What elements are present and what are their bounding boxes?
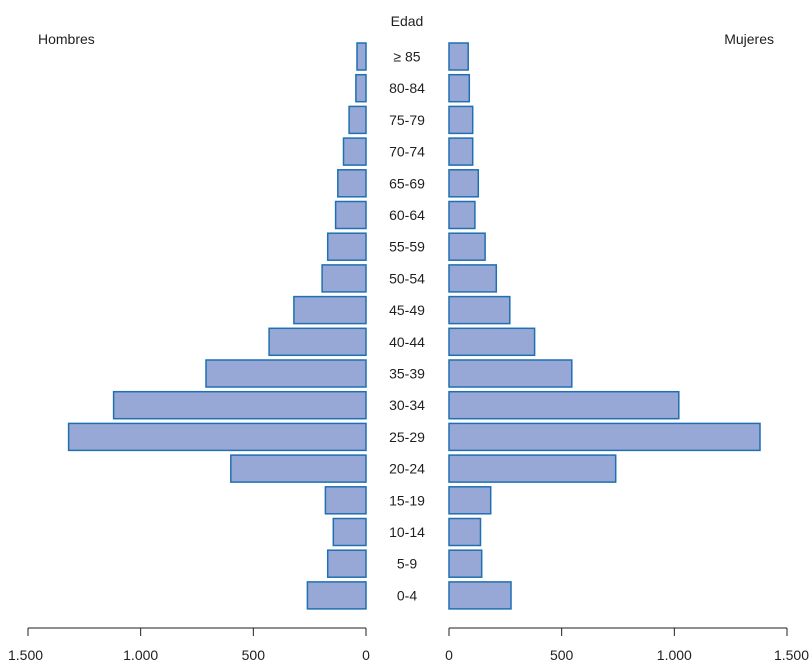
x-tick-label: 0 [362, 647, 370, 663]
bar-mujeres [448, 169, 480, 198]
bar-hombres [326, 232, 367, 261]
bar-mujeres [448, 486, 492, 515]
age-group-label: 25-29 [389, 429, 425, 445]
age-group-label: 50-54 [389, 270, 425, 286]
age-group-label: 40-44 [389, 334, 425, 350]
age-group-label: 75-79 [389, 112, 425, 128]
x-tick-label: 1.000 [123, 647, 158, 663]
bar-mujeres [448, 105, 474, 135]
age-group-label: 5-9 [397, 556, 417, 572]
bar-hombres [326, 549, 367, 578]
bar-mujeres [448, 295, 511, 325]
age-group-label: 10-14 [389, 524, 425, 540]
bar-hombres [334, 200, 367, 230]
age-group-label: 0-4 [397, 587, 417, 603]
bar-mujeres [448, 581, 512, 610]
bar-mujeres [448, 422, 761, 452]
bar-hombres [67, 422, 367, 452]
bar-hombres [356, 42, 367, 71]
x-tick-label: 1.500 [8, 647, 43, 663]
bar-hombres [112, 390, 367, 420]
bar-hombres [230, 454, 367, 483]
age-group-label: 15-19 [389, 492, 425, 508]
age-group-label: 20-24 [389, 461, 425, 477]
age-group-label: 45-49 [389, 302, 425, 318]
bar-mujeres [448, 200, 476, 230]
age-group-label: 55-59 [389, 239, 425, 255]
bar-mujeres [448, 137, 474, 166]
bar-hombres [342, 137, 367, 166]
bar-hombres [324, 486, 367, 515]
bar-mujeres [448, 549, 483, 578]
x-tick-label: 500 [550, 647, 574, 663]
bar-mujeres [448, 390, 680, 420]
bar-mujeres [448, 232, 486, 261]
bar-mujeres [448, 42, 469, 71]
age-group-label: 60-64 [389, 207, 425, 223]
center-axis-title: Edad [391, 13, 424, 29]
age-group-label: 65-69 [389, 175, 425, 191]
bar-mujeres [448, 264, 498, 293]
age-group-label: 80-84 [389, 80, 425, 96]
age-group-label: 35-39 [389, 366, 425, 382]
right-group-title: Mujeres [724, 31, 774, 47]
bar-hombres [205, 359, 367, 388]
x-tick-label: 1.000 [657, 647, 692, 663]
x-tick-label: 1.500 [774, 647, 809, 663]
x-tick-label: 0 [445, 647, 453, 663]
left-group-title: Hombres [38, 31, 95, 47]
bar-mujeres [448, 517, 482, 547]
bar-mujeres [448, 73, 471, 103]
bar-hombres [348, 105, 367, 135]
bar-hombres [321, 264, 367, 293]
bar-mujeres [448, 327, 536, 357]
bar-hombres [332, 517, 367, 547]
age-group-label: 70-74 [389, 144, 425, 160]
bar-hombres [355, 73, 367, 103]
age-group-label: ≥ 85 [393, 49, 420, 65]
age-group-label: 30-34 [389, 397, 425, 413]
bar-hombres [337, 169, 367, 198]
x-tick-label: 500 [242, 647, 266, 663]
bar-hombres [306, 581, 367, 610]
bar-hombres [293, 295, 367, 325]
bar-hombres [268, 327, 367, 357]
bar-mujeres [448, 359, 573, 388]
bar-mujeres [448, 454, 617, 483]
